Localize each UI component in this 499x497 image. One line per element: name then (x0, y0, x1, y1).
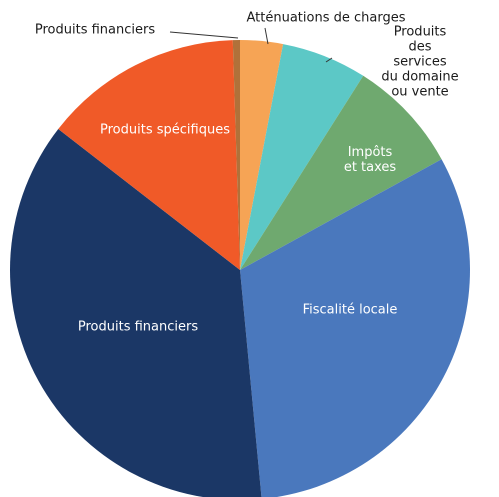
leader-line (169, 31, 239, 39)
leader-line (264, 27, 269, 45)
pie-slice (240, 75, 442, 270)
pie-slice (240, 40, 284, 270)
slice-label: Produits des services du domaine ou vent… (381, 24, 459, 100)
slice-label: Fiscalité locale (302, 302, 398, 318)
pie-slice (240, 44, 364, 271)
leader-line (325, 57, 333, 63)
pie-slice (240, 159, 470, 497)
pie-slice (10, 129, 262, 497)
slice-label: Atténuations de charges (246, 10, 406, 26)
slice-label: Impôts et taxes (343, 145, 397, 175)
pie-slice (58, 40, 241, 270)
slice-label: Produits financiers (77, 319, 199, 335)
pie-slice (232, 40, 240, 270)
slice-label: Produits financiers (34, 22, 156, 38)
slice-label: Produits spécifiques (100, 122, 230, 138)
